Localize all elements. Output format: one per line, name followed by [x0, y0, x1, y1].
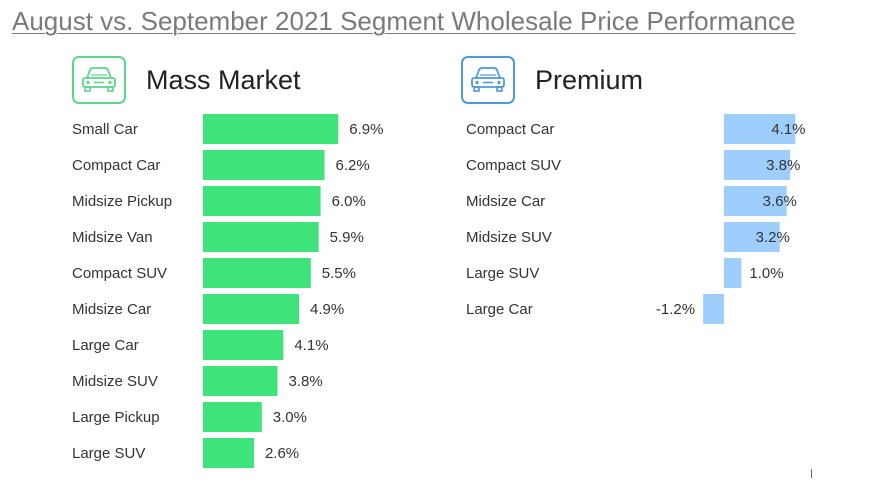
- category-label: Midsize SUV: [72, 373, 158, 390]
- value-label: 3.2%: [756, 229, 790, 246]
- value-label: 1.0%: [749, 265, 783, 282]
- bar: [203, 258, 311, 288]
- category-label: Large Car: [72, 337, 139, 354]
- car-icon-graphic: [471, 67, 505, 92]
- category-label: Compact Car: [72, 157, 160, 174]
- category-label: Midsize Car: [72, 301, 151, 318]
- premium-title: Premium: [535, 64, 644, 95]
- bar: [724, 186, 787, 216]
- value-label: 6.0%: [332, 193, 366, 210]
- bar: [724, 258, 742, 288]
- value-label: 3.6%: [763, 193, 797, 210]
- value-label: 3.8%: [766, 157, 800, 174]
- premium-header: Premium: [461, 56, 643, 104]
- category-label: Compact SUV: [72, 265, 167, 282]
- category-label: Midsize Car: [466, 193, 545, 210]
- category-label: Large Pickup: [72, 409, 160, 426]
- value-label: 5.9%: [330, 229, 364, 246]
- bar: [203, 438, 254, 468]
- value-label: -1.2%: [656, 301, 695, 318]
- bar: [203, 150, 325, 180]
- bar: [203, 330, 284, 360]
- car-icon: [72, 56, 126, 104]
- value-label: 3.0%: [273, 409, 307, 426]
- divider-tick: [811, 469, 812, 478]
- value-label: 2.6%: [265, 445, 299, 462]
- mass-market-header: Mass Market: [72, 56, 301, 104]
- value-label: 5.5%: [322, 265, 356, 282]
- value-label: 4.9%: [310, 301, 344, 318]
- value-label: 4.1%: [771, 121, 805, 138]
- value-label: 6.2%: [336, 157, 370, 174]
- bar: [203, 366, 278, 396]
- category-label: Midsize Pickup: [72, 193, 172, 210]
- category-label: Midsize SUV: [466, 229, 552, 246]
- page-title: August vs. September 2021 Segment Wholes…: [12, 6, 796, 36]
- category-label: Large SUV: [72, 445, 145, 462]
- category-label: Small Car: [72, 121, 138, 138]
- bar: [203, 222, 319, 252]
- category-label: Large SUV: [466, 265, 539, 282]
- category-label: Midsize Van: [72, 229, 153, 246]
- category-label: Compact SUV: [466, 157, 561, 174]
- bar: [703, 294, 724, 324]
- mass-market-title: Mass Market: [146, 64, 301, 95]
- category-label: Large Car: [466, 301, 533, 318]
- bar: [724, 114, 796, 144]
- value-label: 6.9%: [349, 121, 383, 138]
- bar: [203, 402, 262, 432]
- car-icon-graphic: [82, 67, 116, 92]
- bar: [724, 222, 780, 252]
- value-label: 4.1%: [294, 337, 328, 354]
- bar: [203, 186, 321, 216]
- bar: [724, 150, 791, 180]
- value-label: 3.8%: [288, 373, 322, 390]
- category-label: Compact Car: [466, 121, 554, 138]
- bar: [203, 294, 300, 324]
- car-icon: [461, 56, 515, 104]
- bar: [203, 114, 339, 144]
